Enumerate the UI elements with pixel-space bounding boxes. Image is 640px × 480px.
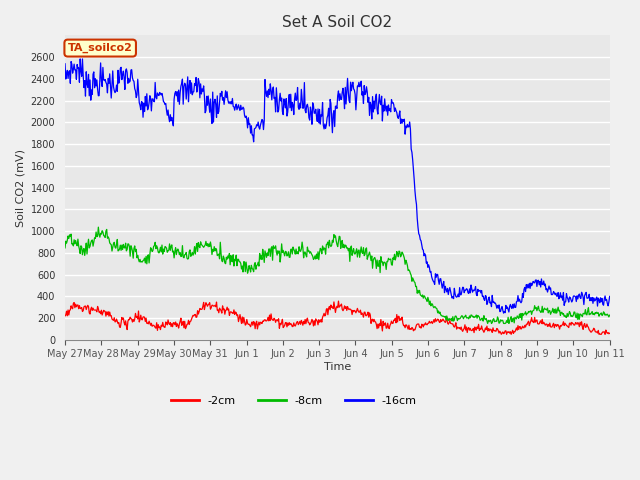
Y-axis label: Soil CO2 (mV): Soil CO2 (mV) [15,148,25,227]
X-axis label: Time: Time [324,362,351,372]
Text: TA_soilco2: TA_soilco2 [68,43,132,53]
Title: Set A Soil CO2: Set A Soil CO2 [282,15,392,30]
Legend: -2cm, -8cm, -16cm: -2cm, -8cm, -16cm [166,391,421,410]
